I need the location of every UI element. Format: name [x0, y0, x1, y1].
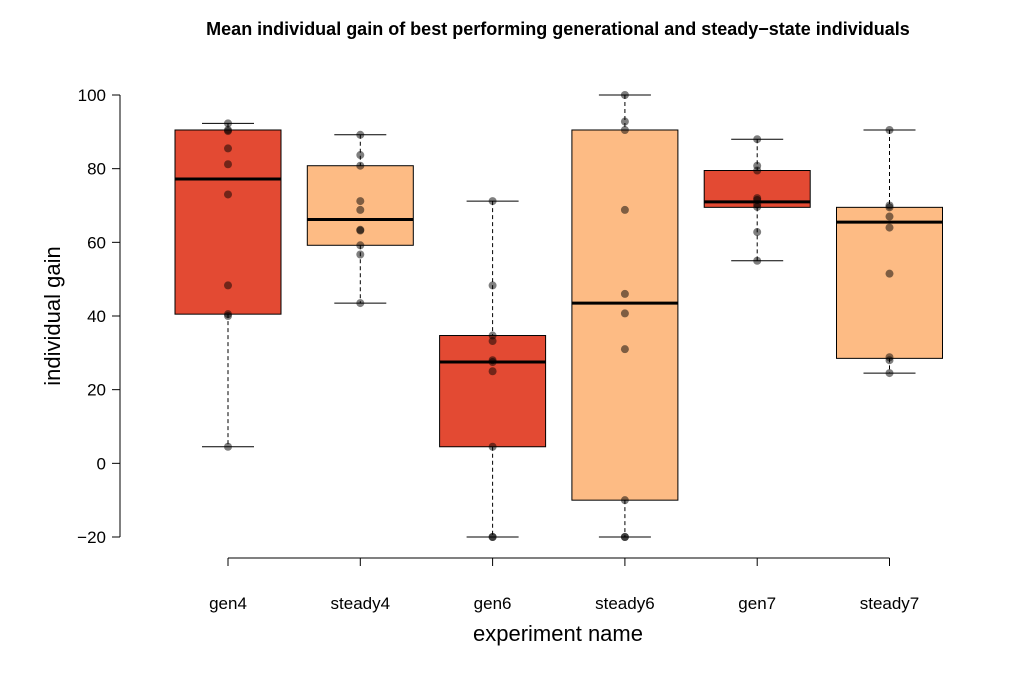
data-point [224, 144, 232, 153]
data-point [224, 190, 232, 199]
box-body [439, 335, 547, 448]
data-point [224, 312, 232, 320]
data-point [224, 119, 232, 128]
data-point [488, 337, 497, 346]
data-point [885, 356, 894, 365]
data-point [620, 496, 629, 505]
box-steady6 [571, 91, 679, 541]
data-point [356, 151, 365, 160]
y-tick-label: 80 [87, 160, 106, 179]
data-point [488, 358, 497, 367]
boxes-layer [174, 91, 943, 541]
data-point [356, 250, 365, 259]
data-point [753, 202, 762, 211]
data-point [620, 345, 629, 354]
box-steady7 [836, 125, 943, 378]
data-point [224, 127, 232, 136]
data-point [620, 125, 629, 134]
data-point [488, 281, 497, 290]
y-tick-label: 40 [87, 307, 106, 326]
box-body [836, 206, 943, 359]
data-point [488, 331, 497, 340]
data-point [356, 299, 365, 308]
data-point [488, 533, 497, 541]
data-point [356, 161, 365, 170]
data-point [753, 228, 762, 237]
data-point [488, 442, 497, 451]
x-axis-label: experiment name [473, 621, 643, 646]
data-point [753, 256, 762, 265]
y-axis: −20 0 20 40 60 80 100 [77, 86, 121, 547]
x-tick-label: steady7 [860, 594, 920, 613]
data-point [620, 117, 629, 126]
data-point [885, 223, 894, 232]
data-point [356, 197, 365, 206]
data-point [224, 442, 232, 451]
data-point [885, 269, 894, 278]
y-tick-label: 20 [87, 381, 106, 400]
data-point [885, 203, 894, 212]
data-point [753, 135, 762, 144]
x-tick-label: steady6 [595, 594, 655, 613]
data-point [356, 241, 365, 250]
y-tick-label: 0 [97, 454, 106, 473]
y-tick-label: 100 [78, 86, 106, 105]
data-point [885, 125, 894, 134]
data-point [620, 309, 629, 318]
x-tick-label: gen4 [209, 594, 247, 613]
y-tick-label: 60 [87, 233, 106, 252]
data-point [356, 205, 365, 214]
x-tick-label: gen7 [738, 594, 776, 613]
data-point [620, 91, 629, 99]
data-point [488, 197, 497, 206]
box-gen4 [174, 119, 282, 451]
data-point [620, 205, 629, 214]
data-point [356, 130, 365, 139]
data-point [885, 369, 894, 378]
data-point [224, 160, 232, 169]
y-axis-label: individual gain [40, 246, 65, 385]
x-tick-label: steady4 [331, 594, 391, 613]
data-point [885, 212, 894, 221]
box-gen7 [703, 135, 811, 265]
data-point [224, 281, 232, 290]
y-tick-label: −20 [77, 528, 106, 547]
box-gen6 [439, 197, 547, 541]
box-steady4 [306, 130, 414, 308]
x-tick-label: gen6 [474, 594, 512, 613]
x-axis: gen4 steady4 gen6 steady6 gen7 steady7 [209, 557, 920, 613]
data-point [356, 225, 365, 234]
data-point [620, 533, 629, 541]
data-point [488, 367, 497, 376]
data-point [753, 166, 762, 175]
data-point [620, 289, 629, 298]
chart-title: Mean individual gain of best performing … [206, 19, 910, 39]
